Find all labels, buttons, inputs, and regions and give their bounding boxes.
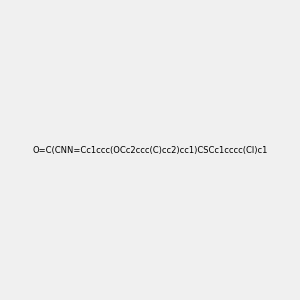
Text: O=C(CNN=Cc1ccc(OCc2ccc(C)cc2)cc1)CSCc1cccc(Cl)c1: O=C(CNN=Cc1ccc(OCc2ccc(C)cc2)cc1)CSCc1cc… (32, 146, 268, 154)
